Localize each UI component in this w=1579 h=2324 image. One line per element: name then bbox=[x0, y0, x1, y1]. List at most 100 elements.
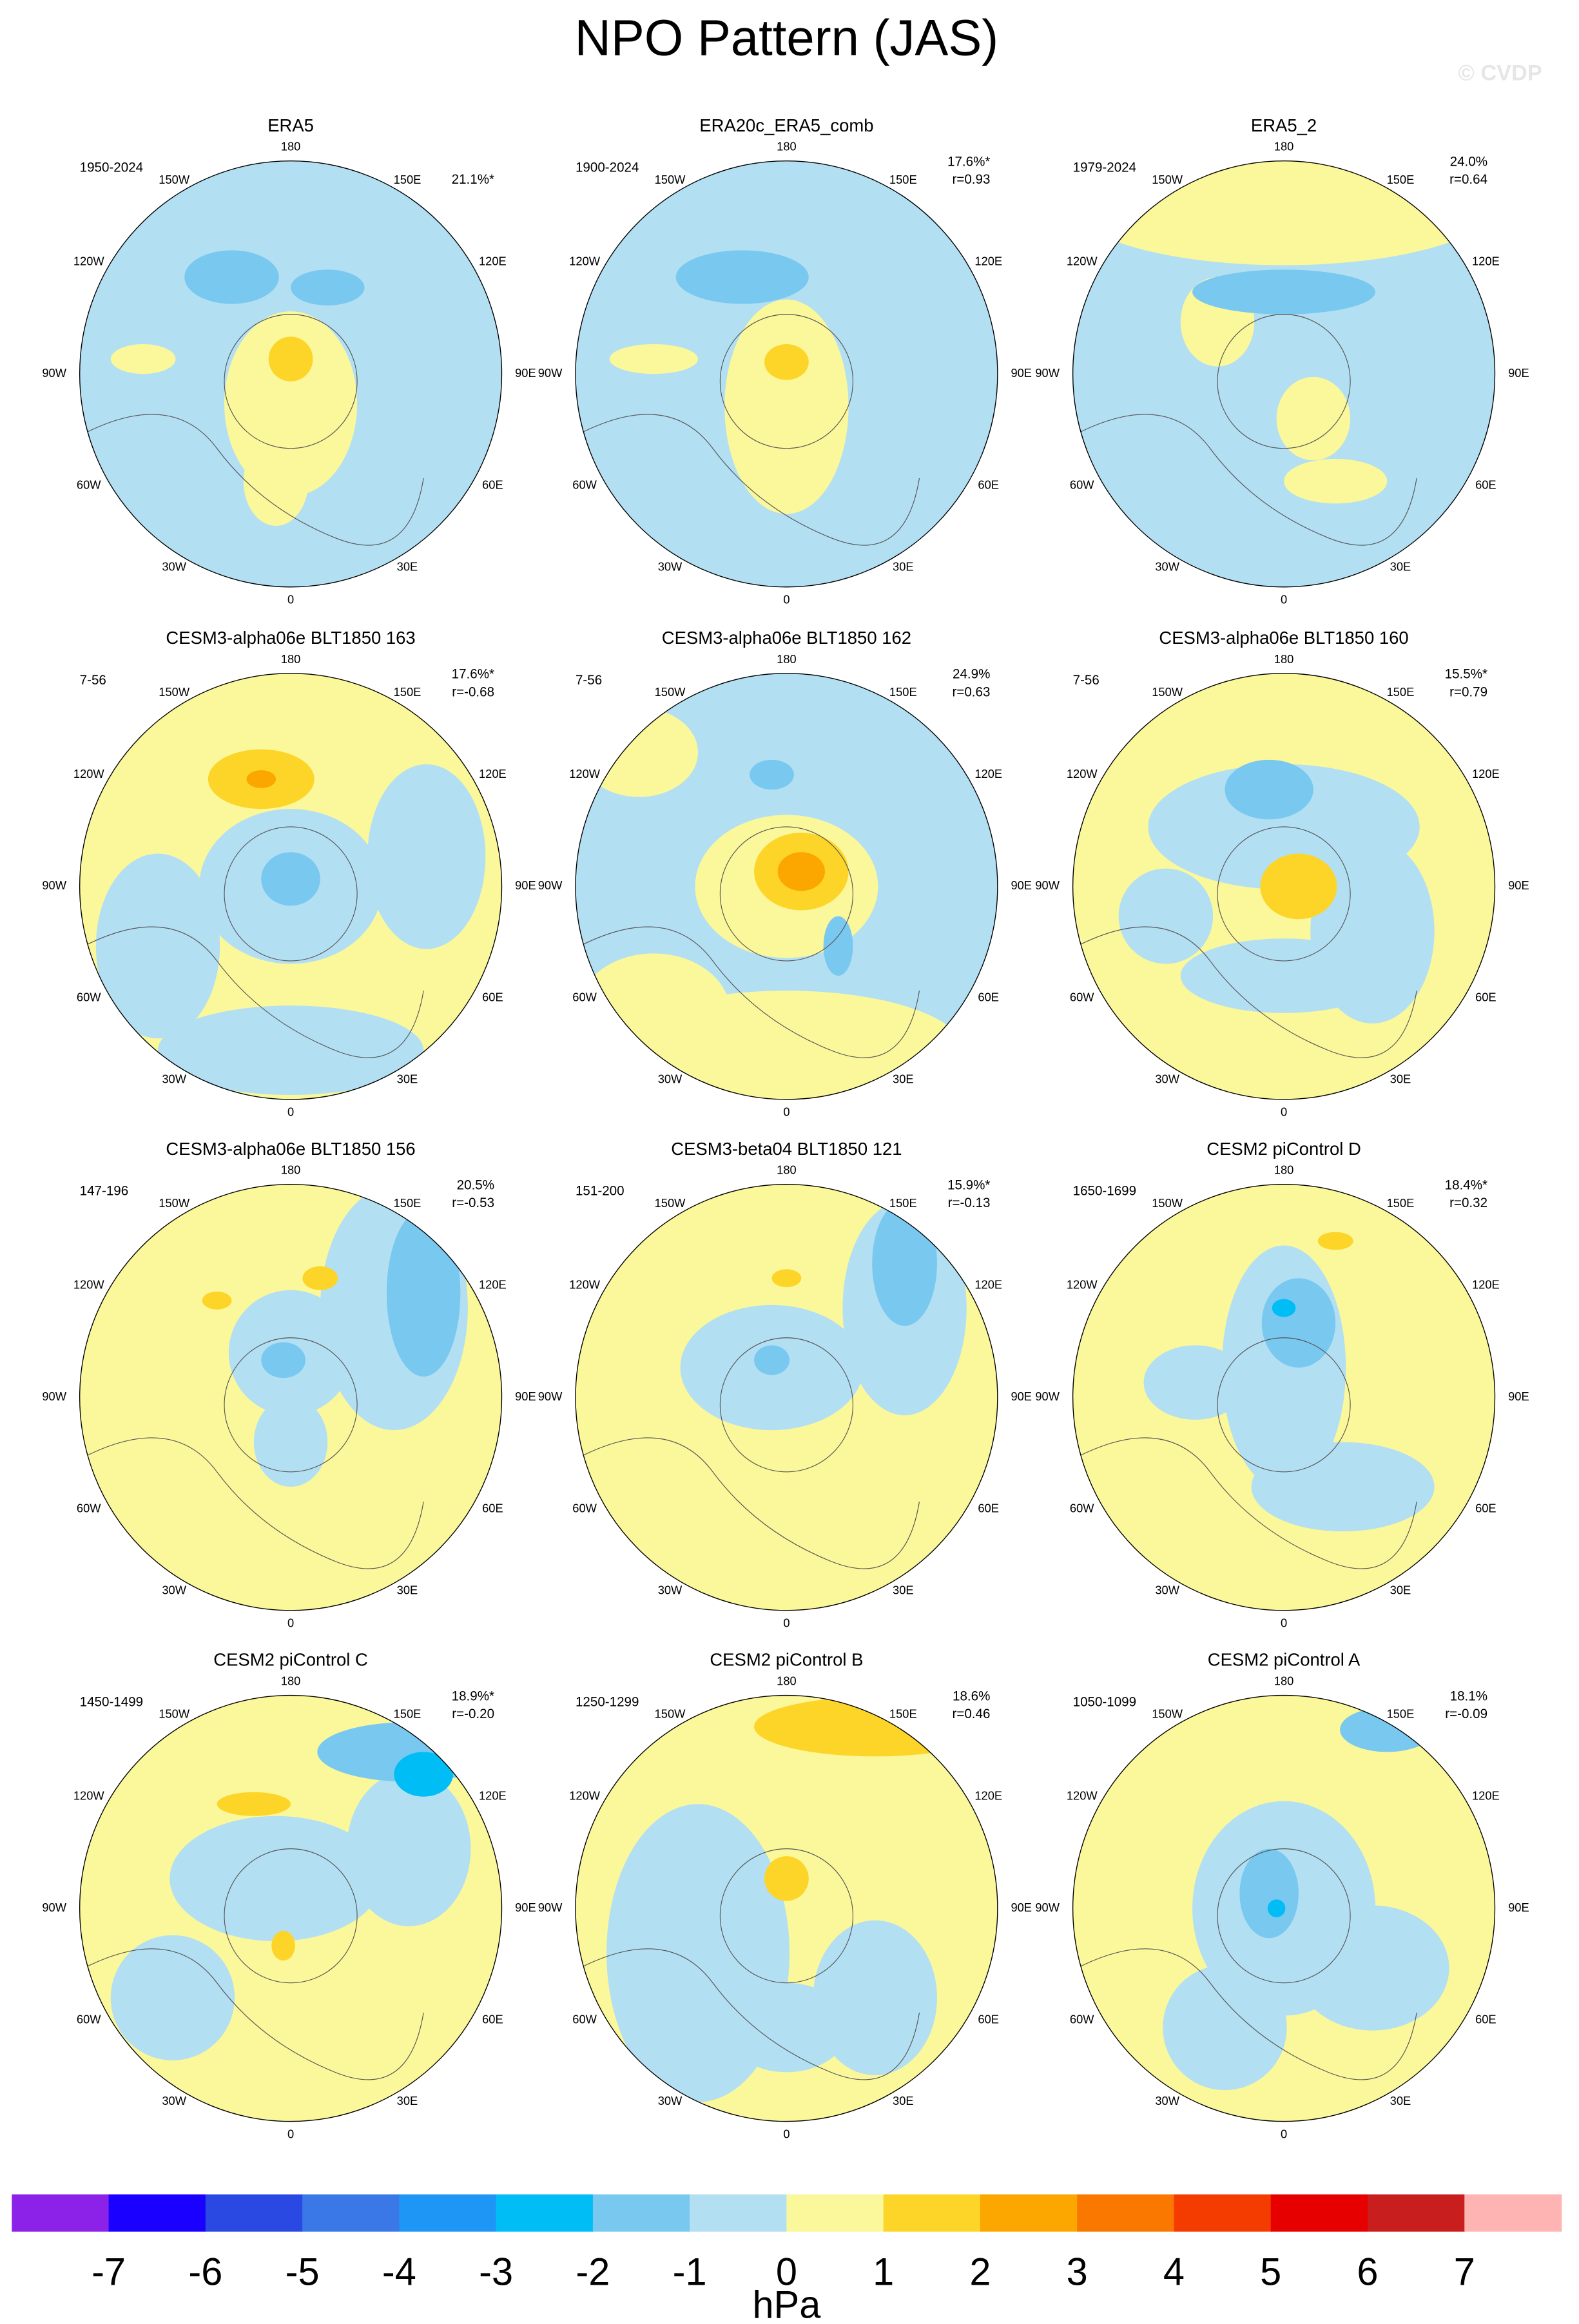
longitude-label: 150E bbox=[1387, 685, 1415, 699]
colorbar-tick-label: 4 bbox=[1163, 2250, 1185, 2293]
contour-region bbox=[386, 1209, 461, 1377]
map-border bbox=[575, 673, 998, 1100]
contour-region bbox=[271, 1930, 295, 1961]
colorbar-tick-label: -2 bbox=[576, 2250, 610, 2293]
map-border bbox=[575, 160, 998, 588]
longitude-label: 120E bbox=[1472, 767, 1500, 780]
map bbox=[1072, 160, 1495, 587]
longitude-label: 90E bbox=[1011, 1390, 1032, 1403]
longitude-label: 60W bbox=[572, 478, 597, 491]
colorbar-box bbox=[1464, 2194, 1562, 2232]
period-label: 7-56 bbox=[1073, 673, 1099, 688]
coastline bbox=[224, 1848, 358, 1984]
contour-region bbox=[1261, 1278, 1336, 1368]
figure-title: NPO Pattern (JAS) bbox=[575, 9, 999, 66]
longitude-label: 30W bbox=[1155, 2094, 1179, 2107]
longitude-label: 180 bbox=[281, 652, 301, 666]
longitude-label: 60W bbox=[572, 2012, 597, 2026]
longitude-label: 60E bbox=[978, 1501, 999, 1515]
longitude-label: 30W bbox=[1155, 1072, 1179, 1085]
colorbar-tick-label: 7 bbox=[1454, 2250, 1475, 2293]
period-label: 7-56 bbox=[80, 673, 106, 688]
longitude-label: 180 bbox=[1274, 652, 1294, 666]
period-label: 7-56 bbox=[576, 673, 602, 688]
longitude-label: 0 bbox=[287, 1105, 294, 1119]
panel-title: CESM3-alpha06e BLT1850 156 bbox=[166, 1139, 415, 1159]
longitude-label: 120E bbox=[974, 1278, 1002, 1292]
longitude-label: 30W bbox=[162, 1072, 186, 1085]
contour-region bbox=[1239, 1848, 1299, 1939]
longitude-label: 30E bbox=[893, 1583, 914, 1596]
longitude-label: 150E bbox=[394, 1196, 421, 1210]
coastline bbox=[579, 414, 920, 546]
longitude-label: 150W bbox=[159, 685, 189, 699]
contour-region bbox=[579, 707, 699, 797]
variance-label: 18.6% bbox=[953, 1689, 990, 1703]
longitude-label: 120W bbox=[73, 1278, 104, 1292]
colorbar-box bbox=[1174, 2194, 1272, 2232]
longitude-label: 0 bbox=[287, 2127, 294, 2140]
longitude-label: 120E bbox=[1472, 1789, 1500, 1803]
longitude-label: 90W bbox=[538, 878, 563, 892]
contour-region bbox=[347, 1771, 471, 1926]
contour-region bbox=[724, 299, 849, 514]
period-label: 1650-1699 bbox=[1073, 1184, 1136, 1199]
longitude-label: 120W bbox=[73, 767, 104, 780]
pattern-correlation: r=-0.68 bbox=[452, 684, 494, 699]
contour-region bbox=[1267, 1899, 1286, 1917]
longitude-label: 150W bbox=[1152, 173, 1183, 186]
contour-region bbox=[243, 436, 309, 526]
colorbar-unit: hPa bbox=[752, 2283, 821, 2324]
panel-title: CESM2 piControl B bbox=[710, 1650, 863, 1670]
longitude-label: 120W bbox=[73, 1789, 104, 1803]
longitude-label: 90W bbox=[1035, 366, 1060, 380]
pattern-correlation: r=0.93 bbox=[952, 172, 990, 187]
longitude-label: 90W bbox=[42, 878, 66, 892]
longitude-label: 120W bbox=[1067, 767, 1098, 780]
colorbar-tick-label: 3 bbox=[1067, 2250, 1088, 2293]
contour-region bbox=[754, 1345, 790, 1375]
pattern-correlation: r=0.63 bbox=[952, 684, 990, 699]
longitude-label: 30E bbox=[397, 1072, 418, 1085]
longitude-label: 120W bbox=[73, 255, 104, 268]
colorbar-box bbox=[592, 2194, 690, 2232]
longitude-label: 60W bbox=[77, 991, 101, 1004]
contour-region bbox=[261, 852, 320, 906]
longitude-label: 120E bbox=[1472, 255, 1500, 268]
longitude-label: 180 bbox=[1274, 140, 1294, 153]
longitude-label: 120W bbox=[1067, 1789, 1098, 1803]
contour-region bbox=[1272, 1299, 1296, 1317]
map bbox=[575, 1184, 998, 1611]
colorbar-box bbox=[1270, 2194, 1368, 2232]
map-border bbox=[79, 673, 503, 1100]
colorbar-tick-label: 0 bbox=[776, 2250, 797, 2293]
map-border bbox=[79, 1694, 503, 2122]
colorbar-box bbox=[108, 2194, 206, 2232]
contour-region bbox=[170, 1816, 383, 1941]
coastline bbox=[1077, 1948, 1417, 2080]
coastline bbox=[1077, 1437, 1417, 1569]
colorbar-box bbox=[1367, 2194, 1465, 2232]
coastline bbox=[719, 1848, 854, 1984]
contour-region bbox=[110, 344, 176, 374]
panel-title: CESM2 piControl D bbox=[1206, 1139, 1361, 1159]
contour-region bbox=[1192, 269, 1376, 315]
colorbar-box bbox=[12, 2194, 110, 2232]
longitude-label: 30E bbox=[1390, 2094, 1411, 2107]
coastline bbox=[224, 314, 358, 449]
map bbox=[79, 673, 502, 1099]
pattern-correlation: r=0.64 bbox=[1449, 172, 1487, 187]
longitude-label: 150E bbox=[1387, 173, 1415, 186]
period-label: 147-196 bbox=[80, 1184, 129, 1199]
longitude-label: 0 bbox=[783, 1105, 790, 1119]
longitude-label: 30E bbox=[1390, 559, 1411, 573]
variance-label: 18.4%* bbox=[1445, 1177, 1487, 1192]
contour-region bbox=[367, 764, 486, 949]
variance-label: 18.1% bbox=[1450, 1689, 1487, 1703]
coastline bbox=[579, 926, 920, 1058]
map-border bbox=[1072, 1183, 1496, 1611]
colorbar-box bbox=[786, 2194, 884, 2232]
map-border bbox=[79, 160, 503, 588]
